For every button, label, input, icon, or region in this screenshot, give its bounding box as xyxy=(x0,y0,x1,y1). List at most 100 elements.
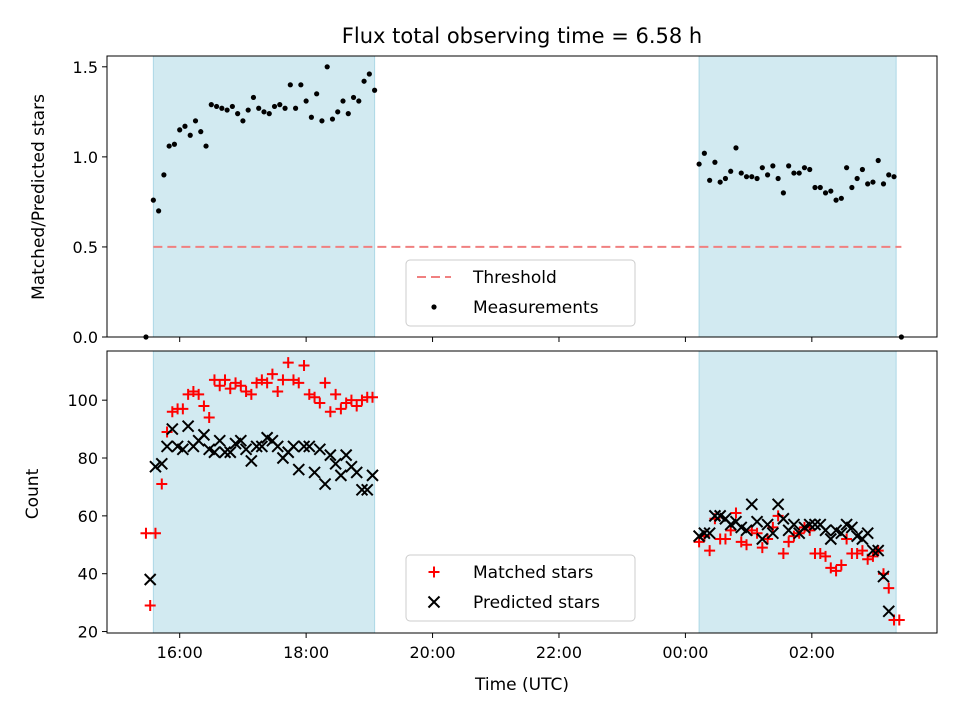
predicted-star-point xyxy=(324,448,337,462)
matched-star-point xyxy=(324,406,336,418)
measurement-point xyxy=(770,163,776,169)
measurement-point xyxy=(156,208,162,214)
predicted-star-point xyxy=(350,466,363,479)
predicted-star-point xyxy=(143,573,157,586)
predicted-star-point xyxy=(197,428,211,442)
legend-label: Measurements xyxy=(473,298,599,318)
predicted-star-point xyxy=(703,527,716,540)
measurement-point xyxy=(345,111,351,117)
shaded-band-2 xyxy=(698,350,897,634)
y-tick-label: 1.0 xyxy=(73,148,98,167)
shaded-band-1 xyxy=(152,55,376,338)
predicted-star-point xyxy=(292,463,305,476)
measurement-point xyxy=(865,181,871,187)
matched-star-point xyxy=(219,374,231,386)
chart-title: Flux total observing time = 6.58 h xyxy=(342,24,702,48)
measurement-point xyxy=(807,166,813,173)
measurement-point xyxy=(161,172,167,178)
predicted-star-point xyxy=(149,460,162,473)
predicted-star-point xyxy=(872,544,885,557)
measurement-point xyxy=(277,102,283,108)
predicted-star-point xyxy=(750,515,764,528)
predicted-star-point xyxy=(756,532,769,546)
matched-star-point xyxy=(261,377,273,389)
measurement-point xyxy=(198,129,204,135)
predicted-star-point xyxy=(845,521,859,534)
measurement-point xyxy=(886,172,892,178)
measurement-point xyxy=(314,91,320,97)
matched-star-point xyxy=(282,357,294,369)
predicted-star-point xyxy=(361,483,374,497)
measurement-point xyxy=(759,165,765,171)
measurement-point xyxy=(203,143,209,149)
plot-frame xyxy=(106,55,938,338)
y-tick-label: 100 xyxy=(67,391,98,410)
measurement-point xyxy=(224,107,230,113)
measurement-point xyxy=(786,163,792,169)
matched-star-point xyxy=(867,550,879,562)
matched-star-point xyxy=(335,403,347,415)
predicted-star-point xyxy=(835,527,848,540)
measurement-point xyxy=(292,105,299,111)
predicted-star-point xyxy=(877,570,890,583)
matched-star-point xyxy=(156,478,168,490)
measurement-point xyxy=(838,195,844,201)
measurement-point xyxy=(366,71,372,77)
measurement-point xyxy=(166,143,172,149)
matched-star-point xyxy=(841,533,853,545)
measurement-point xyxy=(764,172,771,178)
ratio-legend: Threshold Measurements xyxy=(405,259,636,327)
legend-box xyxy=(405,554,636,622)
predicted-star-point xyxy=(303,440,316,453)
matched-star-point xyxy=(245,388,257,400)
measurement-point xyxy=(245,107,251,113)
x-tick-label: 18:00 xyxy=(283,643,329,662)
measurement-point xyxy=(208,102,214,108)
legend-label: Matched stars xyxy=(473,563,593,583)
measurement-point xyxy=(854,175,860,182)
predicted-star-point xyxy=(771,498,785,511)
predicted-star-point xyxy=(255,440,269,453)
measurement-point xyxy=(261,109,267,115)
measurement-point xyxy=(817,184,823,191)
measurement-point xyxy=(298,82,304,88)
predicted-star-point xyxy=(355,483,369,497)
matched-star-point xyxy=(783,536,795,548)
matched-star-point xyxy=(198,400,210,412)
x-tick-label: 00:00 xyxy=(662,643,708,662)
y-tick-label: 20 xyxy=(78,623,98,642)
matched-star-point xyxy=(762,533,774,545)
predicted-star-point xyxy=(181,419,195,433)
ratio-axes: 0.0 0.5 1.0 1.5 xyxy=(73,55,938,347)
measurement-point xyxy=(150,197,156,203)
count-legend: Matched stars Predicted stars xyxy=(405,554,636,622)
legend-measurements-swatch xyxy=(431,304,437,310)
predicted-star-point xyxy=(318,477,332,491)
count-axes: 20 40 60 80 100 16:00 18:00 20:00 22:00 00:00 02:0… xyxy=(67,350,938,662)
matched-star-point xyxy=(856,545,868,557)
measurement-point xyxy=(256,105,262,111)
matched-star-point xyxy=(345,394,357,406)
predicted-star-point xyxy=(155,457,168,471)
predicted-star-point xyxy=(313,443,327,456)
matched-star-point xyxy=(719,533,731,545)
predicted-star-point xyxy=(740,524,753,537)
predicted-star-point xyxy=(329,457,342,471)
measurement-point xyxy=(350,94,357,101)
measurement-point xyxy=(187,132,193,138)
matched-star-point xyxy=(314,397,326,409)
matched-star-point xyxy=(193,388,205,400)
measurement-point xyxy=(308,114,314,120)
predicted-star-point xyxy=(208,446,221,459)
count-y-axis-label: Count xyxy=(23,468,43,519)
predicted-star-point xyxy=(166,422,179,436)
measurement-point xyxy=(266,111,272,117)
ratio-shaded-bands xyxy=(152,55,897,338)
measurement-point xyxy=(329,116,336,122)
matched-star-point xyxy=(777,547,789,559)
measurement-point xyxy=(712,159,718,165)
matched-star-point xyxy=(309,391,321,403)
y-tick-label: 80 xyxy=(78,449,98,468)
predicted-star-point xyxy=(224,446,237,459)
x-tick-label: 20:00 xyxy=(409,643,455,662)
